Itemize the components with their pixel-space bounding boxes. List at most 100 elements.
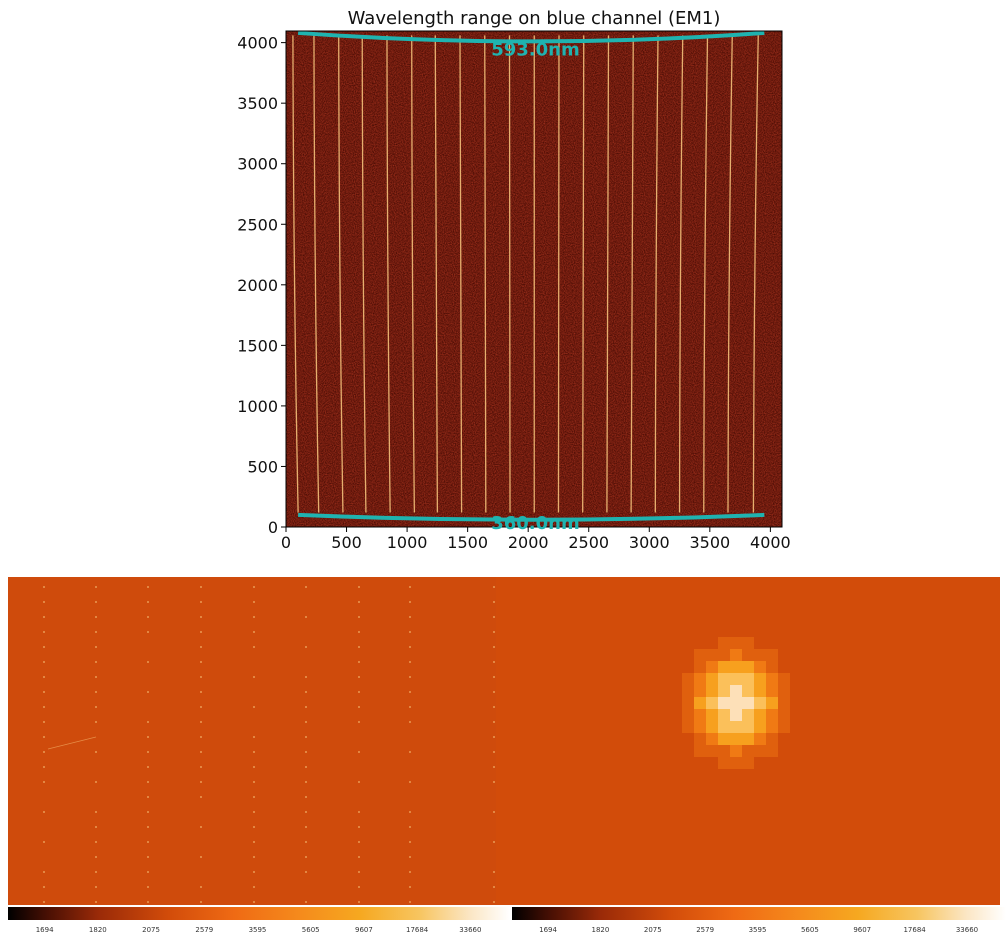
fiber-dot [253,856,255,858]
star-pixel [694,673,706,685]
fiber-dot [305,646,307,648]
fiber-dot [253,796,255,798]
fiber-dot [358,616,360,618]
fiber-dot [358,721,360,723]
fiber-dot [253,826,255,828]
star-pixel [766,745,778,757]
fiber-dot [253,736,255,738]
star-pixel [706,697,718,709]
colorbar-tick-label: 3595 [248,926,267,934]
fiber-dot [493,586,495,588]
fiber-dot [95,751,97,753]
fiber-dot [305,706,307,708]
spectral-trace [654,35,659,513]
fiber-dot [200,721,202,723]
fiber-dot [95,601,97,603]
y-tick-label: 3500 [237,94,278,113]
star-pixel [754,709,766,721]
y-tick-label: 3000 [237,155,278,174]
plot-frame [285,30,783,528]
fiber-dot [147,691,149,693]
star-pixel [730,661,742,673]
fiber-dot [200,781,202,783]
x-tick-label: 1000 [387,533,428,552]
fiber-dot [200,661,202,663]
fiber-dot [305,676,307,678]
wavelength-label: 593.0nm [491,39,580,60]
star-pixel [730,637,742,649]
star-pixel [766,661,778,673]
fiber-dot [409,751,411,753]
fiber-dot [43,901,45,903]
fiber-dot [147,871,149,873]
spectral-trace [582,35,585,513]
star-pixel [766,685,778,697]
fiber-dot [305,751,307,753]
fiber-dot [200,736,202,738]
fiber-dot [409,811,411,813]
colorbar-tick-label: 5605 [800,926,819,934]
fiber-dot [493,766,495,768]
star-pixel [754,745,766,757]
fiber-dot [305,901,307,903]
star-pixel [730,757,742,769]
star-pixel [694,733,706,745]
fiber-dot [409,871,411,873]
fiber-dot [147,826,149,828]
star-pixel [706,733,718,745]
fiber-dot [253,616,255,618]
fiber-dot [95,631,97,633]
fiber-dot [409,856,411,858]
fiber-dot [409,841,411,843]
fiber-dot [200,826,202,828]
fiber-dot [253,751,255,753]
spectral-trace [484,35,487,513]
colorbar-tick-label: 1694 [35,926,54,934]
bottom-panels: 1694 1820 2075 2579 3595 5605 9607 17684 33660 1… [0,577,1006,941]
fiber-dot [358,661,360,663]
spectral-trace [630,35,634,513]
y-tick-label: 2500 [237,215,278,234]
star-pixel [730,649,742,661]
fiber-dot [305,856,307,858]
star-pixel [718,745,730,757]
fiber-dot [409,631,411,633]
fiber-dot [43,886,45,888]
star-pixel [706,685,718,697]
fiber-dot [493,886,495,888]
fiber-dot [95,856,97,858]
fiber-dot [43,811,45,813]
fiber-dot [147,796,149,798]
x-tick-label: 2000 [508,533,549,552]
fiber-dot [43,706,45,708]
star-pixel [718,637,730,649]
fiber-dot [409,781,411,783]
fiber-dot [305,781,307,783]
spectral-trace [459,35,463,513]
fiber-dot [147,631,149,633]
fiber-dot [200,886,202,888]
fiber-dot [95,676,97,678]
fiber-dot [305,766,307,768]
fiber-dot [43,766,45,768]
star-pixel [742,733,754,745]
fiber-dot [253,766,255,768]
colorbar-tick-label: 9607 [354,926,373,934]
y-axis: 0 500 1000 1500 2000 2500 3000 3500 4000 [237,34,286,537]
fiber-dot [358,676,360,678]
fiber-dot [358,841,360,843]
fiber-dot [358,646,360,648]
fiber-dots [43,586,495,903]
star-pixel [754,685,766,697]
wavelength-boundary-curve [297,30,765,44]
colorbar-tick-label: 1820 [591,926,610,934]
spectral-trace [292,35,299,513]
star-pixel [766,721,778,733]
star-pixel [706,673,718,685]
fiber-dot [409,661,411,663]
fiber-dot [409,601,411,603]
star-pixel [742,649,754,661]
fiber-dot [305,691,307,693]
fiber-dot [358,586,360,588]
colorbar-tick-label: 2579 [195,926,214,934]
